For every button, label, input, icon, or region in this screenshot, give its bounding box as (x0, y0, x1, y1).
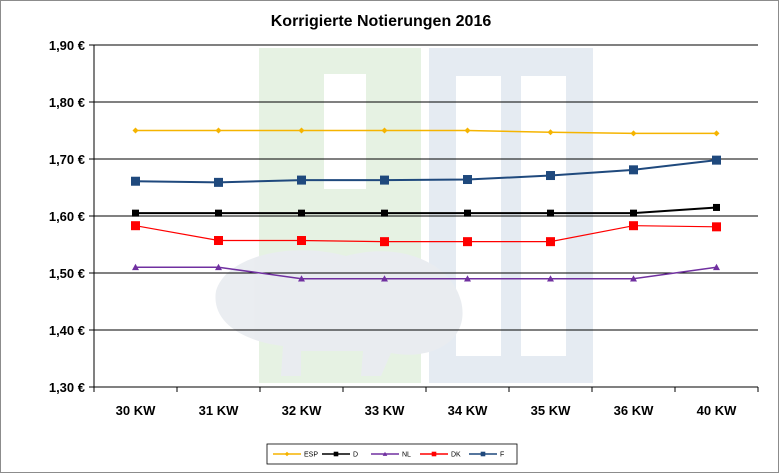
y-tick-label: 1,90 € (49, 38, 85, 53)
y-tick-label: 1,80 € (49, 95, 85, 110)
data-point (298, 275, 305, 282)
legend-items: ESP D NL DK F (273, 452, 504, 459)
data-point (381, 127, 388, 134)
data-point (297, 175, 306, 185)
legend-marker (284, 451, 290, 457)
x-tick-label: 33 KW (365, 403, 405, 418)
data-point (380, 237, 389, 247)
data-point (629, 165, 638, 175)
data-point (131, 221, 140, 231)
legend: ESP D NL DK F (266, 443, 518, 465)
data-point (713, 203, 720, 211)
legend-item-dk: DK (420, 452, 461, 459)
data-point (297, 236, 306, 246)
data-point (713, 130, 720, 137)
legend-item-d: D (322, 452, 358, 459)
legend-marker (333, 451, 339, 457)
series-d (132, 203, 720, 217)
y-tick-label: 1,40 € (49, 323, 85, 338)
gridlines (94, 44, 758, 331)
watermark-letter-i (324, 74, 366, 189)
chart-title: Korrigierte Notierungen 2016 (271, 13, 492, 30)
data-point (630, 130, 637, 137)
legend-label: ESP (304, 452, 318, 459)
y-tick-label: 1,50 € (49, 266, 85, 281)
data-point (630, 209, 637, 217)
data-point (132, 127, 139, 134)
data-point (215, 209, 222, 217)
x-tick-label: 32 KW (282, 403, 322, 418)
series-line (135, 225, 717, 243)
data-point (380, 175, 389, 185)
series-esp (132, 127, 720, 137)
x-axis-ticks: 30 KW 31 KW 32 KW 33 KW 34 KW 35 KW 36 KW 40 KW (93, 387, 759, 418)
legend-marker (382, 451, 388, 456)
data-point (132, 263, 139, 271)
legend-label: DK (451, 452, 461, 459)
series-line (135, 266, 717, 280)
data-point (131, 176, 140, 186)
data-point (547, 275, 554, 282)
y-tick-label: 1,30 € (49, 380, 85, 395)
series-group (131, 127, 721, 282)
legend-item-esp: ESP (273, 452, 318, 459)
legend-label: F (500, 452, 504, 459)
legend-label: D (353, 452, 358, 459)
data-point (546, 237, 555, 247)
series-line (135, 206, 717, 215)
y-axis-ticks: 1,30 € 1,40 € 1,50 € 1,60 € 1,70 € 1,80 € 1,90… (49, 38, 94, 395)
watermark-pig-silhouette (215, 250, 463, 376)
data-point (630, 275, 637, 282)
series-line (135, 129, 717, 135)
data-point (712, 222, 721, 232)
legend-label: NL (402, 452, 411, 459)
data-point (547, 209, 554, 217)
x-tick-label: 40 KW (697, 403, 737, 418)
data-point (298, 127, 305, 134)
x-tick-label: 31 KW (199, 403, 239, 418)
legend-item-f: F (469, 452, 504, 459)
y-tick-label: 1,70 € (49, 152, 85, 167)
series-nl (132, 263, 720, 282)
series-f (131, 155, 721, 187)
data-point (463, 175, 472, 185)
data-point (629, 221, 638, 231)
y-tick-label: 1,60 € (49, 209, 85, 224)
data-point (547, 129, 554, 136)
x-tick-label: 35 KW (531, 403, 571, 418)
series-dk (131, 221, 721, 247)
legend-marker (431, 451, 437, 457)
legend-marker (480, 451, 486, 457)
data-point (215, 127, 222, 134)
data-point (713, 263, 720, 271)
x-tick-label: 34 KW (448, 403, 488, 418)
data-point (464, 127, 471, 134)
data-point (546, 171, 555, 181)
data-point (463, 237, 472, 247)
data-point (464, 209, 471, 217)
data-point (132, 209, 139, 217)
x-tick-label: 36 KW (614, 403, 654, 418)
data-point (214, 177, 223, 187)
series-line (135, 159, 717, 184)
data-point (215, 263, 222, 271)
data-point (298, 209, 305, 217)
x-tick-label: 30 KW (116, 403, 156, 418)
data-point (214, 236, 223, 246)
legend-item-nl: NL (371, 452, 411, 459)
data-point (464, 275, 471, 282)
data-point (381, 209, 388, 217)
data-point (712, 155, 721, 165)
data-point (381, 275, 388, 282)
